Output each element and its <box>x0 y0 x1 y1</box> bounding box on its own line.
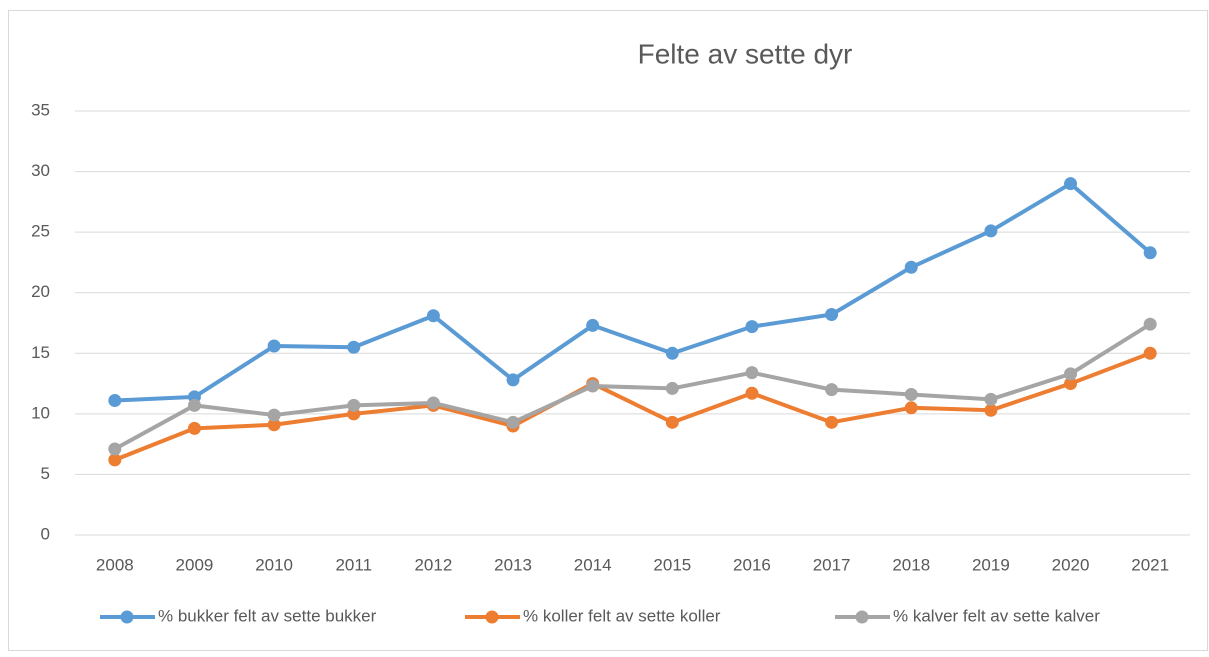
legend-marker <box>120 610 134 624</box>
data-point <box>825 383 839 397</box>
x-tick-label: 2010 <box>255 555 293 574</box>
legend-label: % bukker felt av sette bukker <box>158 606 377 625</box>
data-point <box>426 309 440 323</box>
data-point <box>267 418 281 432</box>
data-point <box>904 387 918 401</box>
data-point <box>187 421 201 435</box>
chart-title: Felte av sette dyr <box>638 38 853 69</box>
data-point <box>267 339 281 353</box>
data-point <box>665 415 679 429</box>
x-tick-label: 2020 <box>1052 555 1090 574</box>
data-point <box>665 381 679 395</box>
data-point <box>825 415 839 429</box>
data-point <box>506 373 520 387</box>
data-point <box>984 224 998 238</box>
data-point <box>745 320 759 334</box>
x-tick-label: 2014 <box>574 555 612 574</box>
x-tick-label: 2021 <box>1131 555 1169 574</box>
y-tick-label: 0 <box>41 524 50 543</box>
data-point <box>825 308 839 322</box>
data-point <box>426 396 440 410</box>
y-tick-label: 15 <box>31 343 50 362</box>
data-point <box>1064 377 1078 391</box>
data-point <box>586 379 600 393</box>
data-point <box>745 386 759 400</box>
y-tick-label: 20 <box>31 282 50 301</box>
data-point <box>586 318 600 332</box>
x-tick-label: 2008 <box>96 555 134 574</box>
x-tick-label: 2009 <box>176 555 214 574</box>
data-point <box>904 401 918 415</box>
y-tick-label: 35 <box>31 100 50 119</box>
y-tick-label: 25 <box>31 222 50 241</box>
x-tick-label: 2019 <box>972 555 1010 574</box>
x-tick-label: 2017 <box>813 555 851 574</box>
data-point <box>108 453 122 467</box>
data-point <box>1064 367 1078 381</box>
data-point <box>267 408 281 422</box>
data-point <box>1064 177 1078 191</box>
series-line <box>114 181 1152 403</box>
data-point <box>984 403 998 417</box>
x-tick-label: 2016 <box>733 555 771 574</box>
data-point <box>665 346 679 360</box>
data-point <box>506 415 520 429</box>
data-point <box>904 260 918 274</box>
data-point <box>1143 346 1157 360</box>
legend-label: % koller felt av sette koller <box>523 606 721 625</box>
data-point <box>745 366 759 380</box>
x-tick-label: 2018 <box>892 555 930 574</box>
data-point <box>347 398 361 412</box>
x-tick-label: 2015 <box>653 555 691 574</box>
data-point <box>187 398 201 412</box>
y-tick-label: 10 <box>31 403 50 422</box>
data-point <box>347 340 361 354</box>
data-point <box>1143 317 1157 331</box>
y-tick-label: 5 <box>41 464 50 483</box>
data-point <box>984 392 998 406</box>
legend-label: % kalver felt av sette kalver <box>893 606 1100 625</box>
data-point <box>108 442 122 456</box>
x-tick-label: 2011 <box>335 555 372 574</box>
legend-marker <box>485 610 499 624</box>
y-tick-label: 30 <box>31 161 50 180</box>
series-line <box>113 322 1152 451</box>
legend-marker <box>855 610 869 624</box>
x-tick-label: 2012 <box>414 555 452 574</box>
series-line <box>114 351 1151 462</box>
data-point <box>1143 246 1157 260</box>
data-point <box>108 394 122 408</box>
x-tick-label: 2013 <box>494 555 532 574</box>
